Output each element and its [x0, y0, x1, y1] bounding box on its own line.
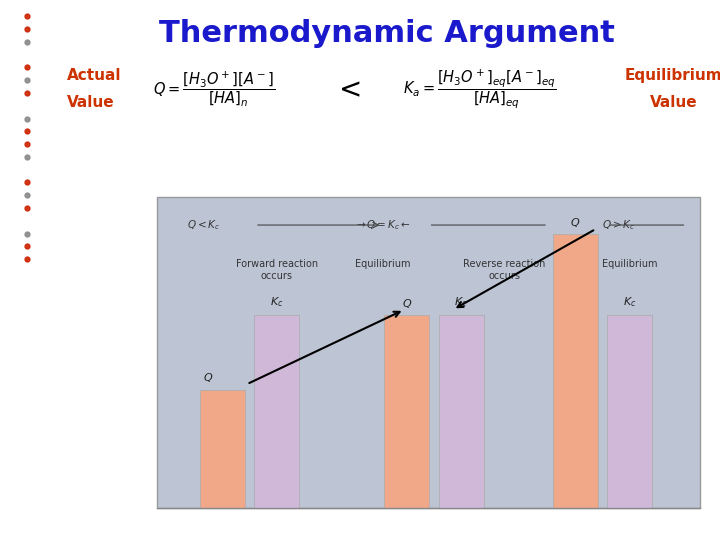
Text: $<$: $<$: [333, 75, 361, 103]
Text: $K_c$: $K_c$: [270, 295, 284, 309]
Text: Q: Q: [203, 373, 212, 383]
Text: Forward reaction
occurs: Forward reaction occurs: [235, 259, 318, 281]
Text: $K_a = \dfrac{[H_3O^+]_{eq}[A^-]_{eq}}{[HA]_{eq}}$: $K_a = \dfrac{[H_3O^+]_{eq}[A^-]_{eq}}{[…: [403, 68, 557, 111]
Text: Equilibrium: Equilibrium: [624, 68, 720, 83]
Text: Q: Q: [571, 218, 580, 228]
Bar: [254, 315, 300, 508]
Bar: [200, 390, 245, 508]
Text: Chemistry XXI: Chemistry XXI: [20, 339, 34, 438]
Text: $Q < K_c$: $Q < K_c$: [187, 218, 220, 232]
Bar: [553, 234, 598, 508]
Text: Equilibrium: Equilibrium: [602, 259, 657, 269]
Bar: [384, 315, 429, 508]
Text: Thermodynamic Argument: Thermodynamic Argument: [159, 19, 615, 48]
Text: Q: Q: [402, 299, 411, 309]
Bar: [157, 197, 700, 508]
Text: Value: Value: [68, 95, 115, 110]
Text: $Q = \dfrac{[H_3O^+][A^-]}{[HA]_n}$: $Q = \dfrac{[H_3O^+][A^-]}{[HA]_n}$: [153, 70, 275, 109]
Text: Reverse reaction
occurs: Reverse reaction occurs: [464, 259, 546, 281]
Text: $K_c$: $K_c$: [623, 295, 636, 309]
Text: Equilibrium: Equilibrium: [355, 259, 410, 269]
Text: Value: Value: [649, 95, 697, 110]
Text: $K_c$: $K_c$: [454, 295, 468, 309]
Text: $Q > K_c$: $Q > K_c$: [603, 218, 636, 232]
Text: Actual: Actual: [68, 68, 122, 83]
Bar: [438, 315, 484, 508]
Text: $\rightarrow Q = K_c \leftarrow$: $\rightarrow Q = K_c \leftarrow$: [354, 218, 411, 232]
Bar: [607, 315, 652, 508]
